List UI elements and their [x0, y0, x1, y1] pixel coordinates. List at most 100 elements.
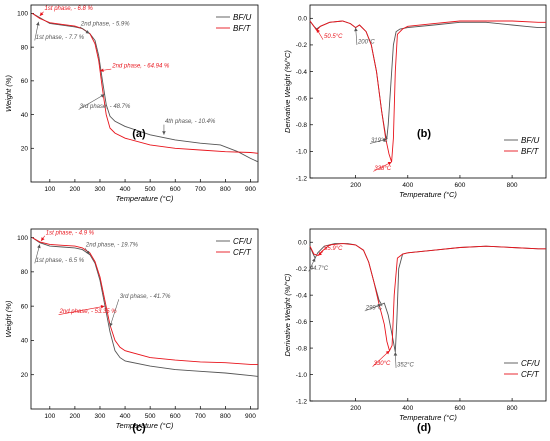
panel-b-caption: (b) — [417, 128, 431, 140]
panel-c-annotation-arrow — [109, 299, 120, 327]
panel-a-annotation-arrowhead — [99, 68, 104, 73]
panel-a-annotation-text: 2nd phase, - 64.94 % — [111, 64, 170, 70]
panel-d-series-cf-t — [309, 243, 546, 352]
panel-a-annotation-arrowhead — [162, 131, 166, 135]
panel-a-y-tick-label: 60 — [21, 78, 29, 85]
panel-c-annotation-text: 3rd phase, - 41.7% — [120, 294, 171, 300]
panel-d-x-axis-label: Temperature (°C) — [399, 413, 457, 422]
panel-c-series-cf-u — [32, 237, 259, 377]
panel-a-y-tick-label: 100 — [17, 11, 28, 18]
panel-a-annotation-text: 3rd phase, - 48.7% — [80, 104, 131, 110]
panel-d-annotation-arrow — [372, 350, 390, 367]
panel-c-y-tick-label: 40 — [21, 338, 29, 345]
panel-c-plot-frame — [30, 228, 259, 410]
panel-b-x-axis-label: Temperature (°C) — [399, 190, 457, 199]
panel-c-annotation-arrowhead — [109, 322, 113, 327]
panel-b-plot-frame — [309, 4, 547, 179]
panel-d-y-axis-label: Derivative Weight (%/°C) — [283, 273, 292, 356]
panel-c-x-axis-label: Temperature (°C) — [116, 421, 174, 430]
panel-b-series-bf-u — [309, 20, 546, 140]
panel-d-y-tick-label: -0.6 — [296, 319, 308, 326]
panel-c-annotation-arrowhead — [37, 244, 41, 249]
panel-d-y-tick-label: -1.2 — [296, 398, 308, 405]
panel-d-y-tick-label: -0.8 — [296, 345, 308, 352]
panel-b-y-axis-label: Derivative Weight (%/°C) — [283, 50, 292, 133]
panel-b-annotation-arrowhead — [316, 28, 320, 33]
panel-d-x-tick-label: 200 — [350, 405, 361, 412]
panel-c-x-tick-label: 100 — [44, 413, 55, 420]
panel-c-x-tick-label: 200 — [69, 413, 80, 420]
panel-d-annotation-text: 44.7°C — [310, 266, 329, 272]
panel-d-annotation-arrowhead — [318, 251, 322, 256]
panel-c-x-tick-label: 500 — [145, 413, 156, 420]
panel-d-plot-frame — [309, 228, 547, 402]
panel-c-series-cf-t — [32, 237, 258, 365]
panel-b-legend-label: BF/U — [521, 136, 539, 145]
panel-c-caption: (c) — [132, 422, 146, 434]
panel-a-x-tick-label: 600 — [170, 186, 181, 193]
panel-b-x-tick-label: 200 — [350, 182, 361, 189]
panel-c-annotation-arrowhead — [41, 237, 45, 241]
panel-b-legend-label: BF/T — [521, 147, 539, 156]
panel-d-y-tick-label: 0.0 — [298, 240, 307, 247]
panel-a-plot-frame — [30, 4, 259, 183]
panel-b-annotation-arrowhead — [382, 138, 387, 142]
panel-b-annotation-text: 319°C — [371, 138, 388, 144]
panel-a-annotation-arrow — [78, 94, 105, 110]
panel-a-y-tick-label: 40 — [21, 112, 29, 119]
panel-a-x-tick-label: 300 — [95, 186, 106, 193]
panel-c-y-tick-label: 80 — [21, 269, 29, 276]
panel-a-x-tick-label: 400 — [120, 186, 131, 193]
panel-b-annotation-arrowhead — [387, 162, 392, 166]
panel-d-legend-label: CF/U — [521, 359, 540, 368]
panel-a-x-tick-label: 900 — [245, 186, 256, 193]
panel-b-annotation-arrowhead — [354, 27, 358, 32]
panel-d-series-cf-u — [309, 243, 546, 353]
panel-c-y-axis-label: Weight (%) — [4, 300, 13, 337]
panel-d-annotation-arrowhead — [393, 352, 398, 356]
panel-c-legend-label: CF/T — [233, 248, 252, 257]
panel-c-annotation-text: 2nd phase, - 53.35 % — [59, 309, 118, 315]
panel-b-x-tick-label: 800 — [507, 182, 518, 189]
panel-c-x-tick-label: 600 — [170, 413, 181, 420]
panel-c-annotation-text: 1st phase, - 4.9 % — [46, 230, 95, 236]
panel-b-x-tick-label: 600 — [455, 182, 466, 189]
panel-a-annotation-text: 4th phase, - 10.4% — [165, 119, 216, 125]
panel-a-x-tick-label: 800 — [220, 186, 231, 193]
panel-b-annotation-text: 50.5°C — [324, 34, 343, 40]
panel-a-x-tick-label: 200 — [69, 186, 80, 193]
panel-a-annotation-text: 1st phase, - 7.7 % — [36, 35, 85, 41]
panel-c-y-tick-label: 60 — [21, 303, 29, 310]
panel-d-annotation-arrowhead — [311, 258, 316, 263]
panel-c-annotation-text: 2nd phase, - 19.7% — [85, 242, 139, 248]
panel-a-legend-label: BF/T — [233, 24, 251, 33]
panel-b-y-tick-label: -0.8 — [296, 122, 308, 129]
panel-a-series-bf-t — [32, 13, 259, 154]
panel-c-x-tick-label: 800 — [220, 413, 231, 420]
panel-b-series-bf-t — [309, 20, 546, 163]
panel-d-annotation-text: 55.9°C — [324, 246, 343, 252]
panel-a-legend-label: BF/U — [233, 13, 251, 22]
panel-c-annotation-arrow — [58, 305, 105, 316]
panel-a-annotation-arrowhead — [100, 94, 105, 98]
panel-b-y-tick-label: -1.2 — [296, 175, 308, 182]
panel-b-x-tick-label: 400 — [402, 182, 413, 189]
panel-d-x-tick-label: 400 — [402, 405, 413, 412]
panel-a-annotation-text: 1st phase, - 6.8 % — [45, 6, 94, 12]
panel-a-x-axis-label: Temperature (°C) — [116, 194, 174, 203]
panel-d-x-tick-label: 600 — [455, 405, 466, 412]
panel-c-annotation-arrowhead — [86, 250, 90, 255]
panel-a-annotation-arrowhead — [85, 30, 90, 34]
panel-b-annotation-text: 338°C — [374, 166, 391, 172]
panel-b-y-tick-label: 0.0 — [298, 16, 307, 23]
panel-d-legend-label: CF/T — [521, 370, 540, 379]
panel-a-y-axis-label: Weight (%) — [4, 75, 13, 112]
panel-c-annotation-arrowhead — [100, 305, 105, 309]
panel-a-y-tick-label: 20 — [21, 146, 29, 153]
panel-a-annotation-text: 2nd phase, - 5.9% — [80, 21, 130, 27]
panel-c-legend-label: CF/U — [233, 237, 252, 246]
panel-a-x-tick-label: 100 — [44, 186, 55, 193]
panel-c-x-tick-label: 700 — [195, 413, 206, 420]
panel-c-y-tick-label: 20 — [21, 372, 29, 379]
